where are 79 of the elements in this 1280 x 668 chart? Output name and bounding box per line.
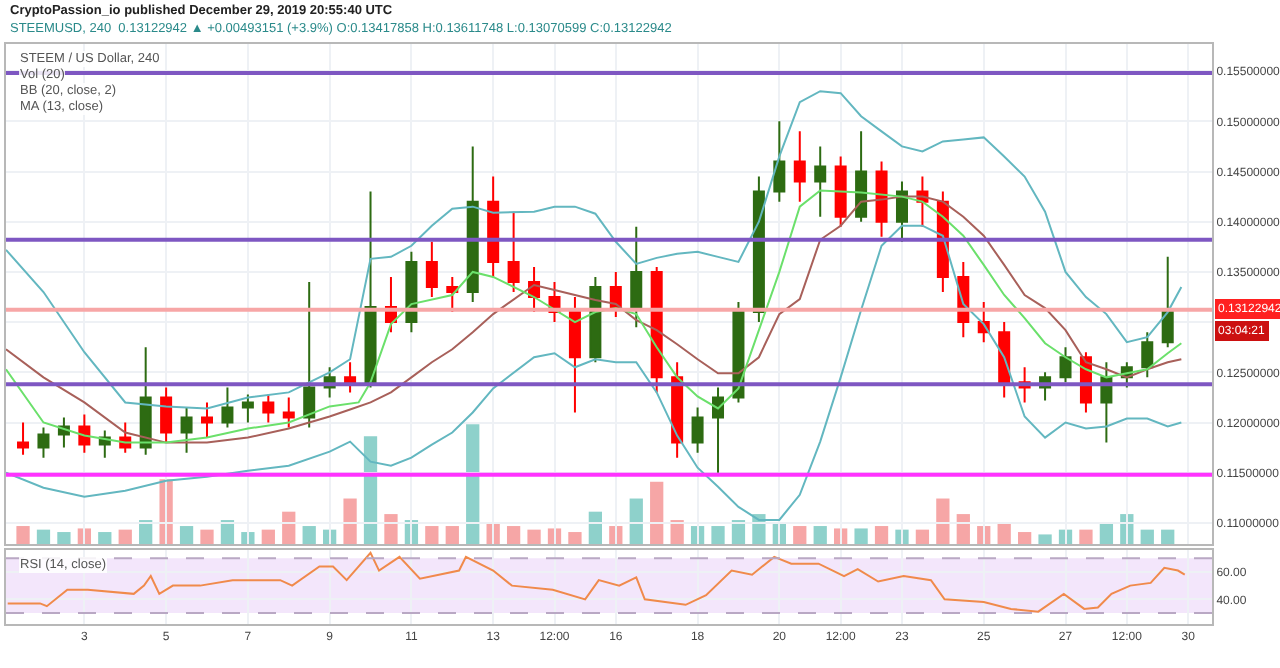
bar: [302, 526, 316, 544]
bar: [1079, 529, 1093, 544]
candlestick: [568, 296, 581, 414]
bar: [425, 526, 439, 544]
bar: [241, 532, 255, 544]
candlestick: [507, 210, 520, 293]
bar: [220, 520, 235, 544]
bar: [57, 532, 71, 544]
candlestick: [1141, 331, 1154, 379]
bar: [752, 514, 766, 544]
candlestick: [180, 406, 193, 454]
bar: [854, 528, 868, 544]
candlestick: [221, 386, 234, 429]
bar: [793, 526, 807, 544]
candlestick: [78, 413, 91, 454]
candlestick: [875, 160, 888, 238]
bar: [179, 526, 194, 544]
candlestick: [1161, 255, 1174, 349]
bar: [98, 532, 112, 544]
bar: [16, 526, 30, 544]
candlestick: [241, 393, 254, 424]
candlestick: [650, 265, 663, 394]
candlestick: [609, 270, 622, 319]
candlestick: [405, 250, 418, 334]
candlestick: [630, 225, 643, 329]
bar: [1038, 534, 1052, 544]
candlestick: [139, 346, 152, 456]
bar: [956, 514, 970, 544]
bar: [261, 529, 275, 544]
bar: [506, 526, 521, 544]
candlestick: [589, 275, 602, 364]
candlestick: [834, 155, 847, 228]
bar: [650, 481, 664, 544]
candlestick: [814, 145, 827, 218]
candlestick: [446, 275, 459, 314]
bar: [711, 526, 725, 544]
candlestick: [344, 361, 357, 394]
bar: [874, 526, 889, 544]
candlestick: [262, 393, 275, 424]
candlestick: [303, 280, 316, 429]
bar: [1161, 529, 1175, 544]
candlestick: [37, 426, 50, 459]
candlestick: [998, 321, 1011, 399]
bar: [629, 498, 643, 544]
bar: [813, 526, 827, 544]
candlestick: [793, 130, 806, 203]
bar: [527, 529, 541, 544]
candlestick: [691, 406, 704, 454]
bar: [1140, 529, 1154, 544]
bar: [466, 424, 480, 544]
bar: [915, 529, 930, 544]
bar: [282, 511, 296, 544]
candlestick: [1059, 346, 1072, 384]
candlestick: [466, 145, 479, 304]
bar: [343, 498, 357, 544]
candlestick: [425, 240, 438, 299]
bar: [670, 520, 684, 544]
candlestick: [773, 120, 786, 203]
candlestick: [282, 396, 295, 429]
bar: [36, 529, 51, 544]
candlestick: [160, 386, 173, 444]
bar: [118, 529, 132, 544]
bar: [997, 523, 1011, 544]
bar: [568, 532, 582, 544]
bar: [384, 514, 398, 544]
bar: [588, 511, 603, 544]
bar: [445, 526, 459, 544]
bar: [1017, 532, 1032, 544]
candlestick: [712, 386, 725, 474]
candlestick: [855, 130, 868, 223]
bar: [139, 520, 153, 544]
bar: [936, 498, 950, 544]
bar: [1099, 522, 1114, 544]
candlestick: [17, 421, 30, 456]
bar: [731, 520, 746, 544]
candlestick: [895, 180, 908, 243]
bar: [200, 529, 214, 544]
candlestick: [201, 401, 213, 439]
candlestick: [487, 175, 500, 278]
